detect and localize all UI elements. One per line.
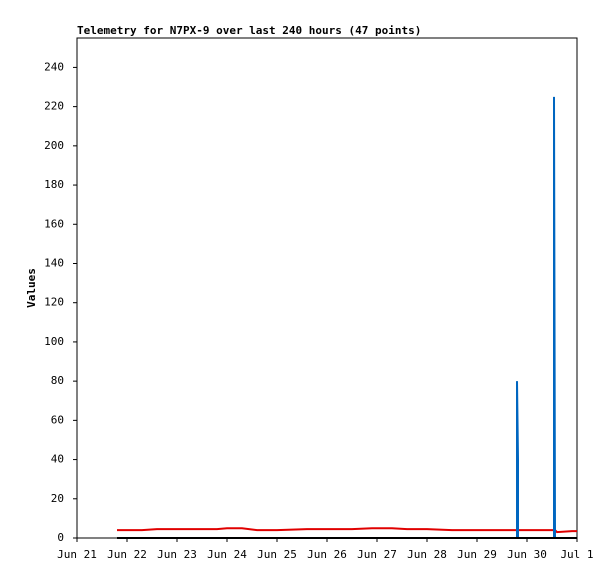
y-tick-label: 20 [51,492,64,505]
series-line [117,527,577,534]
x-tick-label: Jul 1 [560,548,593,561]
x-tick-label: Jun 30 [507,548,547,561]
y-tick-label: 240 [44,60,64,73]
x-tick-label: Jun 25 [257,548,297,561]
x-tick-label: Jun 22 [107,548,147,561]
y-tick-label: 100 [44,335,64,348]
y-tick-label: 0 [57,531,64,544]
y-axis-label: Values [25,268,38,308]
x-tick-label: Jun 26 [307,548,347,561]
y-tick-label: 120 [44,296,64,309]
x-tick-label: Jun 21 [57,548,97,561]
x-tick-label: Jun 28 [407,548,447,561]
y-tick-label: 40 [51,453,64,466]
y-tick-label: 160 [44,217,64,230]
x-tick-label: Jun 23 [157,548,197,561]
y-tick-label: 220 [44,100,64,113]
x-tick-label: Jun 29 [457,548,497,561]
x-tick-label: Jun 27 [357,548,397,561]
y-tick-label: 180 [44,178,64,191]
x-tick-label: Jun 24 [207,548,247,561]
y-tick-label: 140 [44,256,64,269]
chart-title: Telemetry for N7PX-9 over last 240 hours… [77,24,421,37]
series-line [117,96,577,539]
y-tick-label: 200 [44,139,64,152]
plot-frame [76,37,578,539]
y-tick-label: 80 [51,374,64,387]
y-tick-label: 60 [51,413,64,426]
